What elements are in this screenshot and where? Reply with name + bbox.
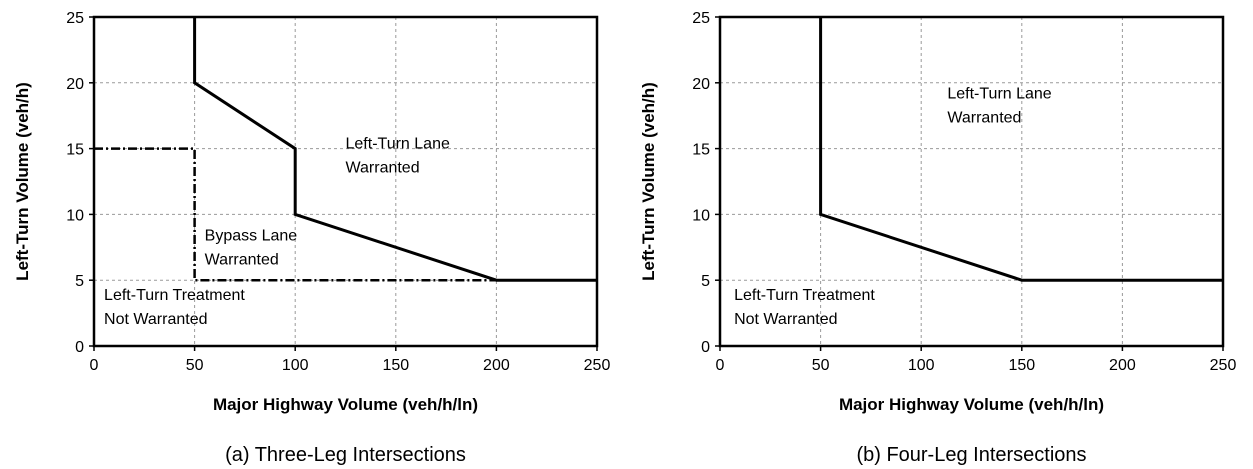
x-tick-label: 50: [186, 357, 204, 374]
y-tick-label: 5: [75, 273, 84, 290]
x-tick-label: 250: [584, 357, 611, 374]
y-tick-label: 15: [692, 142, 710, 159]
three-leg-panel: 0 50 100 150 200 250 0 5 10 15 20 25 Major Highway V…: [13, 10, 610, 466]
region-label-line: Left-Turn Lane: [947, 86, 1051, 103]
region-label: Left-Turn Lane Warranted: [947, 86, 1051, 127]
x-tick-label: 100: [282, 357, 309, 374]
region-label-line: Left-Turn Treatment: [104, 287, 245, 304]
plot-frame: [718, 15, 1225, 348]
x-axis-title: Major Highway Volume (veh/h/ln): [213, 395, 478, 414]
region-label-line: Warranted: [205, 252, 279, 269]
left-turn-lane-warrant-line: [193, 17, 597, 282]
y-tick-label: 25: [692, 10, 710, 27]
x-tick-label: 250: [1210, 357, 1237, 374]
y-tick-label: 0: [75, 339, 84, 356]
x-tick-label: 0: [716, 357, 725, 374]
x-tick-label: 150: [1008, 357, 1035, 374]
region-label-line: Bypass Lane: [205, 228, 298, 245]
region-label: Bypass Lane Warranted: [205, 228, 298, 269]
region-label: Left-Turn Treatment Not Warranted: [734, 287, 875, 328]
x-tick-label: 100: [908, 357, 935, 374]
y-tick-label: 15: [66, 142, 84, 159]
y-tick-label: 20: [66, 76, 84, 93]
bypass-lane-warrant-line: [94, 147, 497, 282]
y-tick-label: 25: [66, 10, 84, 27]
y-axis-title: Left-Turn Volume (veh/h): [13, 82, 32, 281]
region-label: Left-Turn Treatment Not Warranted: [104, 287, 245, 328]
y-tick-label: 10: [66, 207, 84, 224]
panel-caption: (a) Three-Leg Intersections: [225, 444, 466, 466]
y-tick-label: 5: [701, 273, 710, 290]
plot-frame: [92, 15, 599, 348]
region-label-line: Not Warranted: [104, 311, 207, 328]
y-axis-title: Left-Turn Volume (veh/h): [639, 82, 658, 281]
four-leg-panel: 0 50 100 150 200 250 0 5 10 15 20 25 Major Highway V…: [639, 10, 1236, 466]
region-label: Left-Turn Lane Warranted: [346, 136, 450, 177]
x-tick-label: 150: [382, 357, 409, 374]
panel-caption: (b) Four-Leg Intersections: [856, 444, 1086, 466]
left-turn-lane-warrant-line: [819, 17, 1223, 282]
x-tick-label: 200: [483, 357, 510, 374]
y-tick-label: 0: [701, 339, 710, 356]
region-label-line: Warranted: [346, 160, 420, 177]
region-label-line: Warranted: [947, 110, 1021, 127]
y-tick-label: 20: [692, 76, 710, 93]
x-tick-label: 0: [90, 357, 99, 374]
x-tick-label: 50: [812, 357, 830, 374]
y-tick-label: 10: [692, 207, 710, 224]
x-axis-title: Major Highway Volume (veh/h/ln): [839, 395, 1104, 414]
region-label-line: Left-Turn Treatment: [734, 287, 875, 304]
region-label-line: Left-Turn Lane: [346, 136, 450, 153]
region-label-line: Not Warranted: [734, 311, 837, 328]
x-tick-label: 200: [1109, 357, 1136, 374]
